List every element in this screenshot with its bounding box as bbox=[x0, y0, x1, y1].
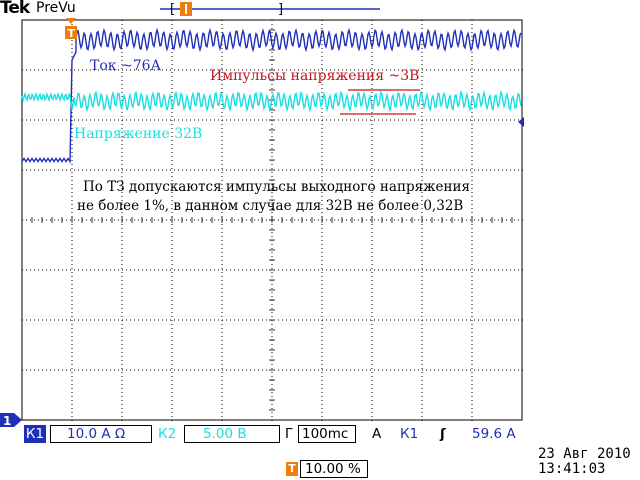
brand-logo: Tek bbox=[0, 0, 30, 18]
svg-text:[: [ bbox=[170, 2, 175, 17]
capture-time: 13:41:03 bbox=[538, 461, 606, 477]
trigger-slope-icon: ʃ bbox=[440, 426, 446, 442]
svg-text:1: 1 bbox=[3, 414, 11, 428]
trigger-level-arrow bbox=[518, 117, 524, 127]
svg-text:T: T bbox=[68, 27, 76, 40]
current-annotation: Ток ~76А bbox=[90, 58, 162, 74]
channel2-tag: К2 bbox=[158, 426, 177, 442]
timebase-readout: 100mc bbox=[298, 425, 356, 443]
spec-note-line1: По ТЗ допускаются импульсы выходного нап… bbox=[83, 179, 471, 195]
channel1-tag: К1 bbox=[24, 425, 46, 443]
trigger-position-marker: T bbox=[65, 18, 77, 40]
trigger-position-icon: T bbox=[286, 462, 298, 476]
voltage-annotation: Напряжение 32В bbox=[74, 126, 203, 142]
spec-note-line2: не более 1%, в данном случае для 32В не … bbox=[77, 198, 464, 214]
capture-date: 23 Авг 2010 bbox=[538, 446, 631, 462]
svg-text:]: ] bbox=[278, 2, 283, 17]
channel2-voltage-waveform bbox=[21, 89, 522, 113]
acquisition-mode: PreVu bbox=[36, 0, 76, 16]
trigger-position-readout: 10.00 % bbox=[300, 460, 368, 478]
channel2-scale-readout: 5.00 В bbox=[184, 425, 280, 443]
timebase-prefix: Г bbox=[285, 426, 294, 442]
channel1-ground-marker: 1 bbox=[0, 413, 22, 428]
graticule bbox=[21, 19, 523, 421]
channel1-current-waveform bbox=[21, 27, 522, 164]
trigger-source: К1 bbox=[400, 426, 419, 442]
trigger-level-readout: 59.6 А bbox=[472, 426, 516, 442]
pulse-annotation: Импульсы напряжения ~3В bbox=[210, 68, 420, 84]
trigger-prefix: А bbox=[372, 426, 382, 442]
record-view-indicator: [ ] bbox=[160, 2, 380, 17]
graticule-border bbox=[21, 19, 523, 421]
channel1-scale-readout: 10.0 А Ω bbox=[50, 425, 152, 443]
